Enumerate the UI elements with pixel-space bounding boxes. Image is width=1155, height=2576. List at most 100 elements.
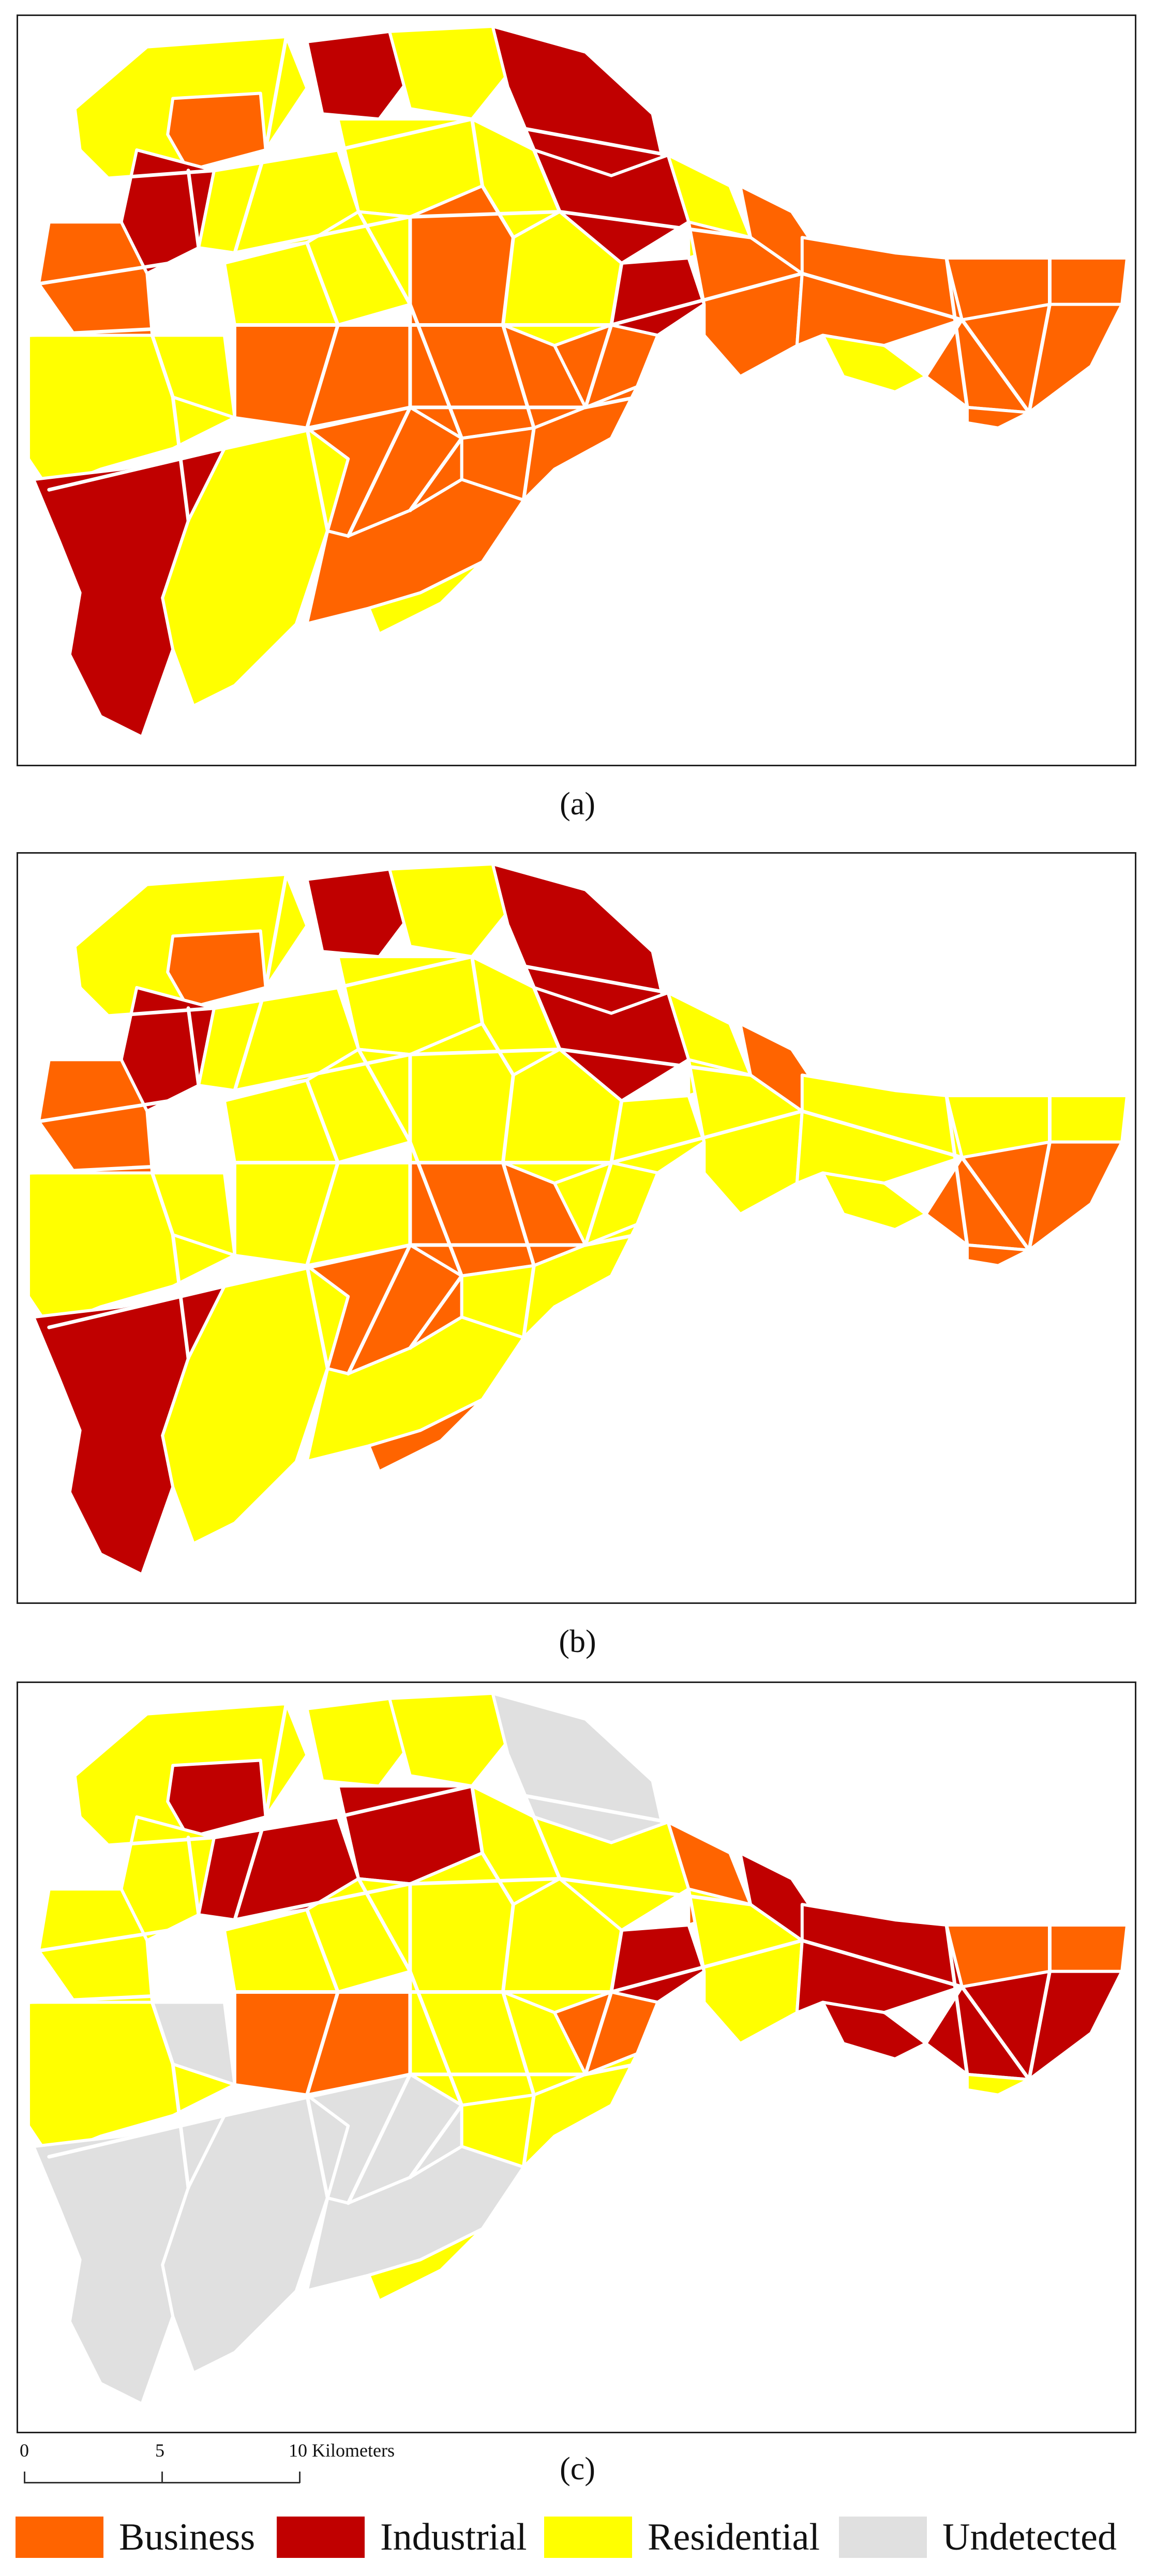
road (501, 1902, 536, 2169)
road (944, 1923, 969, 2077)
scale-tick-10 (299, 2472, 301, 2483)
legend-label-industrial: Industrial (380, 2516, 527, 2558)
road (73, 117, 670, 183)
legend-label-business: Business (119, 2516, 256, 2558)
map-panel-a (17, 14, 1136, 766)
zone-industrial (166, 1759, 267, 1839)
zone-industrial (609, 1923, 706, 2004)
scale-label-5: 5 (155, 2440, 164, 2461)
road (26, 1109, 964, 1175)
road (73, 1784, 670, 1850)
road (150, 169, 201, 523)
road (470, 1784, 515, 1906)
zone-business (166, 929, 267, 1010)
road (295, 1907, 340, 2293)
zone-business (924, 302, 1124, 414)
road (346, 215, 412, 538)
legend-item-business: Business (16, 2514, 255, 2560)
road (73, 954, 670, 1021)
legend-swatch-undetected (839, 2517, 927, 2558)
zone-residential (367, 2227, 484, 2303)
road (233, 35, 289, 255)
road (356, 209, 464, 512)
roads-c (26, 1702, 1052, 2293)
zone-business (553, 323, 659, 409)
road (26, 1938, 964, 2004)
map-panel-b (17, 852, 1136, 1604)
road (882, 1156, 1031, 1252)
zone-residential (305, 1696, 412, 1788)
legend: Business Industrial Residential Undetect… (16, 2514, 1148, 2560)
road (506, 86, 562, 214)
legend-item-residential: Residential (544, 2514, 820, 2560)
zone-business (965, 1243, 1031, 1267)
road (78, 986, 123, 1062)
zone-business (924, 1140, 1124, 1252)
roads-a (26, 35, 1052, 626)
caption-b: (b) (559, 1624, 596, 1659)
road (1027, 1094, 1052, 1252)
road (346, 1052, 412, 1376)
legend-label-residential: Residential (648, 2516, 820, 2558)
road (356, 1876, 464, 2179)
zone-residential (367, 560, 484, 636)
zone-residential (965, 2072, 1031, 2097)
zone-residential (609, 1094, 706, 1175)
zone-residential (388, 1691, 515, 1788)
road (78, 1815, 123, 1891)
land-use-map-b (26, 862, 1129, 1577)
road (944, 1094, 969, 1247)
legend-item-undetected: Undetected (839, 2514, 1117, 2560)
road (882, 318, 1031, 415)
caption-c: (c) (560, 2451, 595, 2487)
land-use-map-c (26, 1691, 1129, 2406)
road (583, 1099, 624, 1247)
roads-b (26, 872, 1052, 1463)
road (1027, 256, 1052, 415)
scale-label-10: 10 Kilometers (289, 2440, 395, 2461)
zone-business (965, 405, 1031, 430)
zone-industrial (609, 256, 706, 337)
road (882, 1985, 1031, 2082)
road (346, 1882, 412, 2205)
road (501, 235, 536, 502)
road (470, 117, 515, 239)
zone-industrial (305, 29, 412, 121)
caption-a: (a) (560, 786, 595, 822)
zone-business (367, 1398, 484, 1474)
zone-residential (388, 24, 515, 121)
road (506, 1753, 562, 1881)
road (295, 1078, 340, 1463)
zone-residential (553, 1161, 659, 1247)
road (583, 261, 624, 410)
scale-bar: 0 5 10 Kilometers (20, 2439, 485, 2496)
road (150, 1006, 201, 1360)
legend-item-industrial: Industrial (277, 2514, 527, 2560)
road (944, 256, 969, 410)
road (26, 271, 964, 337)
road (470, 954, 515, 1077)
road (501, 1073, 536, 1340)
road (1027, 1923, 1052, 2082)
zone-business (166, 92, 267, 172)
road (583, 1928, 624, 2077)
scale-tick-5 (161, 2472, 163, 2483)
scale-label-0: 0 (20, 2440, 29, 2461)
scale-tick-0 (24, 2472, 25, 2483)
zone-industrial (821, 2001, 928, 2060)
zone-industrial (305, 867, 412, 959)
road (506, 923, 562, 1051)
legend-swatch-industrial (277, 2517, 365, 2558)
road (78, 148, 123, 224)
zone-business (553, 1990, 659, 2076)
map-panel-c (17, 1681, 1136, 2433)
road (150, 1836, 201, 2190)
road (233, 872, 289, 1093)
road (295, 240, 340, 626)
zones-b (26, 862, 1129, 1577)
zone-residential (821, 1171, 928, 1231)
road (233, 1702, 289, 1922)
legend-label-undetected: Undetected (942, 2516, 1117, 2558)
road (356, 1047, 464, 1350)
zone-residential (388, 862, 515, 959)
